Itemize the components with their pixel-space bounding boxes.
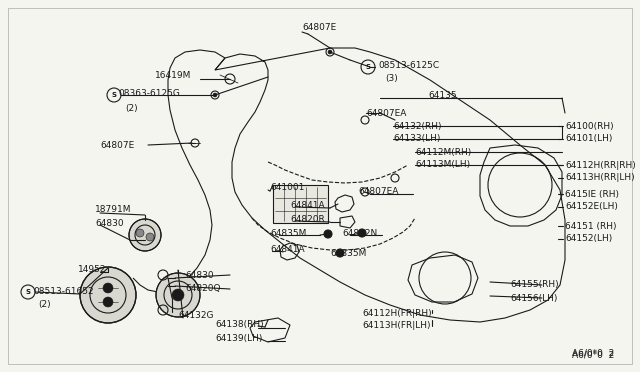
Text: A6/0*0  2: A6/0*0 2 (572, 350, 614, 359)
Text: 64882N: 64882N (342, 228, 377, 237)
Circle shape (146, 233, 154, 241)
Text: (2): (2) (125, 103, 138, 112)
Text: (3): (3) (385, 74, 397, 83)
Circle shape (80, 267, 136, 323)
Circle shape (172, 289, 184, 301)
Text: 64841A: 64841A (290, 201, 324, 209)
Text: 16419M: 16419M (155, 71, 191, 80)
Circle shape (136, 229, 144, 237)
Text: 64139(LH): 64139(LH) (215, 334, 262, 343)
Text: 08513-6125C: 08513-6125C (378, 61, 439, 70)
Text: 64151 (RH): 64151 (RH) (565, 221, 616, 231)
Circle shape (103, 283, 113, 293)
Text: 08363-6125G: 08363-6125G (118, 90, 180, 99)
Circle shape (21, 285, 35, 299)
Text: 64155(RH): 64155(RH) (510, 280, 559, 289)
Text: 64830: 64830 (185, 270, 214, 279)
Text: 64835M: 64835M (270, 228, 307, 237)
Circle shape (361, 60, 375, 74)
Text: 64112H(FR|RH): 64112H(FR|RH) (362, 308, 431, 317)
Text: 641001: 641001 (270, 183, 305, 192)
Circle shape (129, 219, 161, 251)
Text: 64830: 64830 (95, 218, 124, 228)
Text: 64138(RH): 64138(RH) (215, 321, 264, 330)
Text: 6415lE (RH): 6415lE (RH) (565, 189, 619, 199)
Text: 64100(RH): 64100(RH) (565, 122, 614, 131)
Circle shape (103, 297, 113, 307)
Text: 64112M(RH): 64112M(RH) (415, 148, 471, 157)
Text: 64807E: 64807E (302, 23, 336, 32)
Circle shape (328, 50, 332, 54)
Text: A6/0*0  2: A6/0*0 2 (572, 349, 614, 357)
Text: 64132G: 64132G (178, 311, 214, 320)
Circle shape (336, 249, 344, 257)
Text: S: S (365, 64, 371, 70)
Text: 64820R: 64820R (290, 215, 324, 224)
Text: 64113H(FR|LH): 64113H(FR|LH) (362, 321, 431, 330)
Text: 64112H(RR|RH): 64112H(RR|RH) (565, 160, 636, 170)
Text: 64101(LH): 64101(LH) (565, 135, 612, 144)
Text: 18791M: 18791M (95, 205, 131, 215)
Text: 64113H(RR|LH): 64113H(RR|LH) (565, 173, 635, 183)
Text: (2): (2) (38, 301, 51, 310)
Text: 14952: 14952 (78, 266, 106, 275)
Circle shape (358, 229, 366, 237)
Circle shape (156, 273, 200, 317)
Text: 64820Q: 64820Q (185, 285, 221, 294)
Text: S: S (111, 92, 116, 98)
Text: S: S (26, 289, 31, 295)
Text: 64807EA: 64807EA (366, 109, 406, 118)
Text: 64807E: 64807E (100, 141, 134, 150)
Text: 64135: 64135 (428, 92, 456, 100)
Text: 64156(LH): 64156(LH) (510, 294, 557, 302)
Text: 64835M: 64835M (330, 248, 366, 257)
Text: 64133(LH): 64133(LH) (393, 135, 440, 144)
Text: 64807EA: 64807EA (358, 187, 398, 196)
Circle shape (213, 93, 217, 97)
Text: 64152E(LH): 64152E(LH) (565, 202, 618, 212)
Polygon shape (273, 185, 328, 223)
Text: 64152(LH): 64152(LH) (565, 234, 612, 244)
Circle shape (107, 88, 121, 102)
Text: 64132(RH): 64132(RH) (393, 122, 442, 131)
Text: 64841A: 64841A (270, 244, 305, 253)
Text: 08513-61652: 08513-61652 (33, 286, 93, 295)
Circle shape (324, 230, 332, 238)
Text: 64113M(LH): 64113M(LH) (415, 160, 470, 170)
